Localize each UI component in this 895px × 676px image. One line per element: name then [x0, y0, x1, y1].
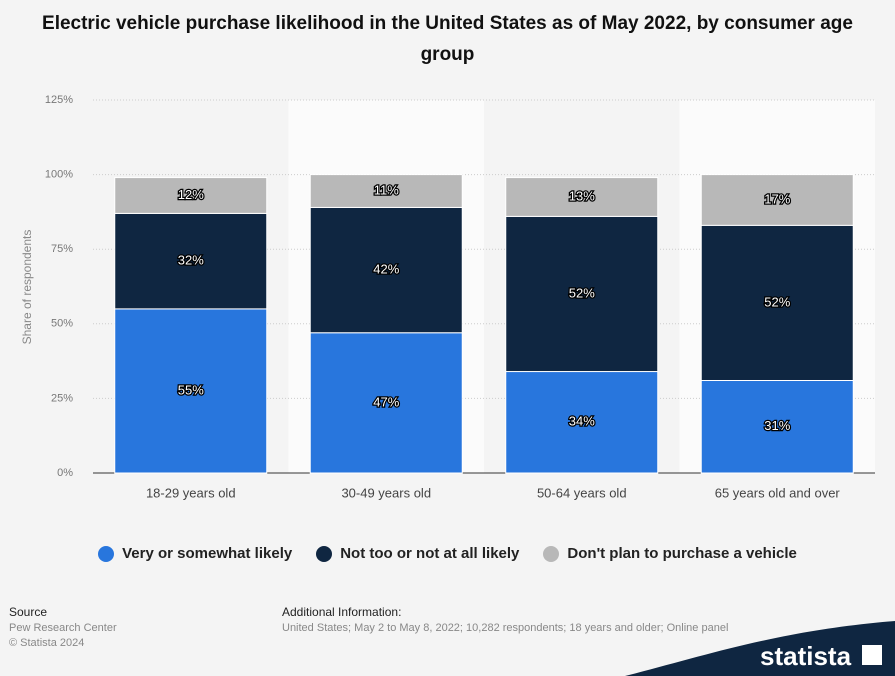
x-tick-label: 65 years old and over [715, 485, 841, 500]
legend-label: Not too or not at all likely [340, 545, 520, 562]
data-label: 17% [764, 191, 790, 206]
x-tick-label: 50-64 years old [537, 485, 627, 500]
data-label: 42% [373, 262, 399, 277]
x-tick-label: 30-49 years old [341, 485, 431, 500]
chart: Share of respondents 0% 25% 50% 75% 100% 125%… [20, 94, 875, 500]
info: United States; May 2 to May 8, 2022; 10,… [282, 622, 729, 634]
legend-item[interactable]: Very or somewhat likely [98, 545, 292, 562]
info-title: Additional Information: [282, 605, 402, 619]
info-block: Additional Information: United States; M… [282, 605, 728, 636]
y-tick-label: 0% [57, 467, 73, 479]
y-tick-label: 50% [51, 318, 73, 330]
y-tick-label: 25% [51, 392, 73, 404]
y-tick-label: 75% [51, 243, 73, 255]
source-title: Source [9, 605, 48, 619]
y-axis-title: Share of respondents [20, 230, 34, 345]
source: Pew Research Center [9, 622, 117, 634]
legend-swatch [98, 545, 115, 562]
x-tick-label: 18-29 years old [146, 485, 236, 500]
bar-segment [505, 371, 659, 474]
logo-icon [862, 645, 882, 665]
legend-item[interactable]: Not too or not at all likely [316, 545, 519, 562]
logo: statista [625, 621, 895, 676]
bar-segment [309, 206, 463, 334]
bar-segment [114, 177, 268, 214]
legend-item[interactable]: Don't plan to purchase a vehicle [543, 545, 797, 562]
logo-text: statista [760, 641, 852, 671]
bar-segment [309, 174, 463, 208]
data-label: 47% [373, 394, 399, 409]
y-tick-label: 125% [45, 94, 73, 106]
data-label: 31% [764, 418, 790, 433]
bar-segment [505, 215, 659, 373]
bar-segment [700, 224, 854, 381]
data-label: 55% [178, 382, 204, 397]
data-label: 52% [569, 285, 595, 300]
chart-title: Electric vehicle purchase likelihood in … [42, 13, 853, 65]
source-block: Source Pew Research Center © Statista 20… [9, 605, 117, 651]
legend-label: Very or somewhat likely [122, 545, 293, 562]
data-label: 11% [374, 182, 399, 197]
legend-swatch [543, 545, 560, 562]
legend-label: Don't plan to purchase a vehicle [567, 545, 797, 562]
data-label: 32% [178, 253, 204, 268]
bar-segment [505, 177, 659, 217]
data-label: 34% [569, 414, 595, 429]
bar-segment [700, 379, 854, 474]
data-label: 52% [764, 294, 790, 309]
copyright: © Statista 2024 [9, 637, 85, 649]
y-tick-label: 100% [45, 169, 73, 181]
data-label: 13% [569, 188, 595, 203]
bar-segment [700, 174, 854, 226]
data-label: 12% [178, 187, 204, 202]
legend-swatch [316, 545, 333, 562]
logo-wave [625, 621, 895, 676]
legend: Very or somewhat likely Not too or not at… [0, 545, 895, 562]
